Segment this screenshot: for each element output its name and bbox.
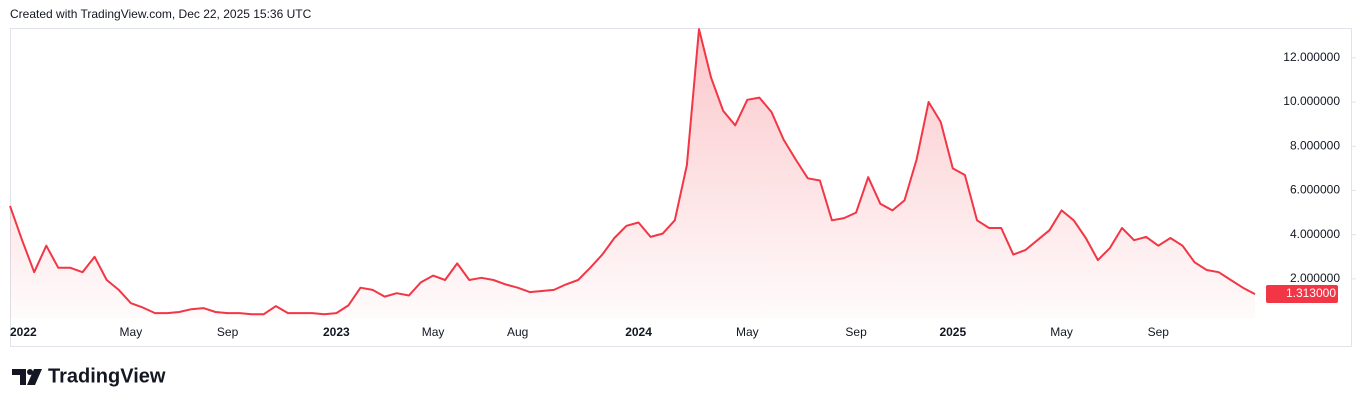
x-tick-label: May	[422, 325, 445, 339]
brand-name: TradingView	[48, 365, 166, 387]
brand-logo: TradingView	[12, 365, 166, 387]
x-tick-label: 2023	[323, 325, 350, 339]
y-tick-label: 8.000000	[1290, 138, 1340, 152]
x-tick-label: Sep	[217, 325, 239, 339]
price-line	[9, 28, 1256, 316]
y-tick-label: 10.000000	[1283, 94, 1340, 108]
y-tick-label: 2.000000	[1290, 271, 1340, 285]
x-tick-label: May	[120, 325, 143, 339]
x-tick-label: 2025	[939, 325, 966, 339]
plot-frame	[10, 28, 1352, 347]
x-tick-label: 2024	[625, 325, 652, 339]
x-tick-label: Aug	[507, 325, 528, 339]
x-tick-label: May	[736, 325, 759, 339]
last-value-box	[1266, 285, 1338, 304]
y-tick-label: 6.000000	[1290, 183, 1340, 197]
x-tick-label: 2022	[10, 325, 37, 339]
last-value-label: 1.313000	[1286, 286, 1336, 300]
y-tick-label: 12.000000	[1283, 50, 1340, 64]
header-text: Created with TradingView.com, Dec 22, 20…	[10, 7, 312, 21]
x-tick-label: May	[1050, 325, 1073, 339]
y-tick-label: 4.000000	[1290, 227, 1340, 241]
x-tick-label: Sep	[845, 325, 867, 339]
area-fill	[10, 29, 1255, 318]
x-tick-label: Sep	[1148, 325, 1170, 339]
